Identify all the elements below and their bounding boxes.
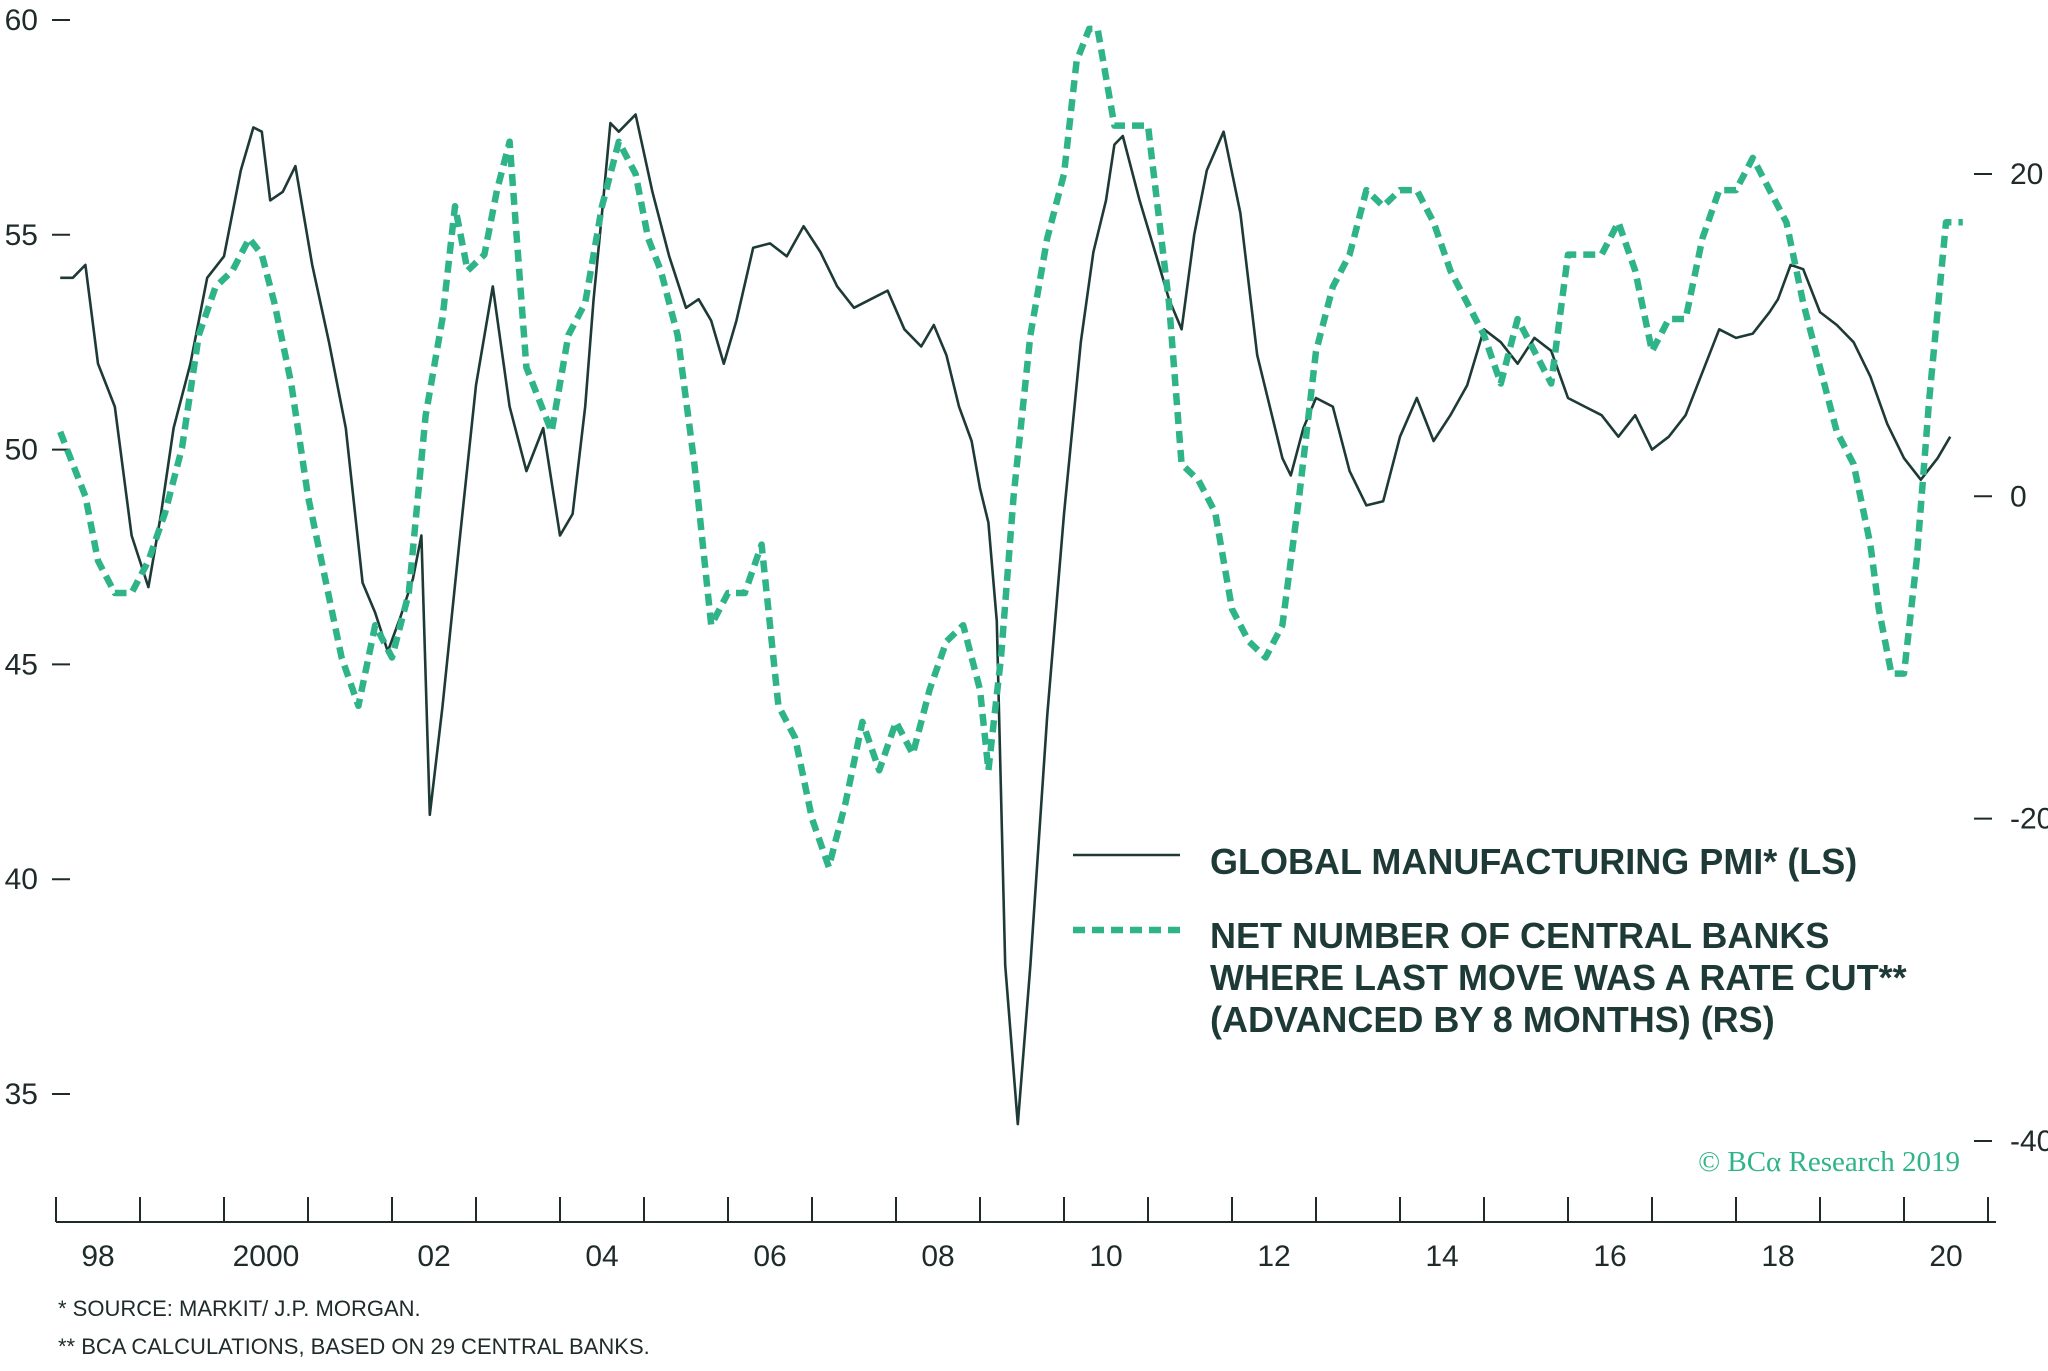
right-tick-label-2: 0 [2010,480,2027,513]
left-tick-label-40: 40 [5,863,38,896]
right-tick-label-0: -40 [2010,1125,2048,1158]
left-tick-label-50: 50 [5,434,38,467]
x-tick-label-98: 98 [81,1240,114,1273]
left-tick-label-45: 45 [5,648,38,681]
series-layer [57,25,1963,1126]
legend: GLOBAL MANUFACTURING PMI* (LS) NET NUMBER… [1073,841,1907,1040]
x-tick-label-14: 14 [1425,1240,1458,1273]
credit-label: © BCα Research 2019 [1698,1146,1960,1178]
x-tick-label-2000: 2000 [233,1240,300,1273]
right-tick-label-1: -20 [2010,803,2048,836]
x-tick-label-02: 02 [417,1240,450,1273]
left-tick-label-55: 55 [5,219,38,252]
pmi-series-line [60,113,1952,1126]
footnote-source: * SOURCE: MARKIT/ J.P. MORGAN. [58,1296,421,1321]
x-axis: 98 2000 02 04 06 08 10 12 14 16 18 20 [55,1197,1996,1273]
x-tick-label-08: 08 [921,1240,954,1273]
x-tick-label-18: 18 [1761,1240,1794,1273]
x-tick-label-06: 06 [753,1240,786,1273]
x-tick-label-20: 20 [1929,1240,1962,1273]
legend-label-central-banks-line-1: NET NUMBER OF CENTRAL BANKS [1210,915,1829,956]
central-banks-series-line [57,25,1963,871]
footnote-calculations: ** BCA CALCULATIONS, BASED ON 29 CENTRAL… [58,1334,650,1359]
right-tick-label-3: 20 [2010,158,2043,191]
legend-label-pmi: GLOBAL MANUFACTURING PMI* (LS) [1210,841,1857,882]
left-tick-label-60: 60 [5,4,38,37]
legend-label-central-banks-line-2: WHERE LAST MOVE WAS A RATE CUT** [1210,957,1907,998]
x-tick-label-04: 04 [585,1240,618,1273]
x-tick-label-16: 16 [1593,1240,1626,1273]
left-axis: 35 40 45 50 55 60 [5,4,70,1111]
left-tick-label-35: 35 [5,1078,38,1111]
x-tick-label-12: 12 [1257,1240,1290,1273]
right-axis: -40 -20 0 20 [1974,158,2048,1158]
x-tick-label-10: 10 [1089,1240,1122,1273]
legend-label-central-banks-line-3: (ADVANCED BY 8 MONTHS) (RS) [1210,999,1775,1040]
